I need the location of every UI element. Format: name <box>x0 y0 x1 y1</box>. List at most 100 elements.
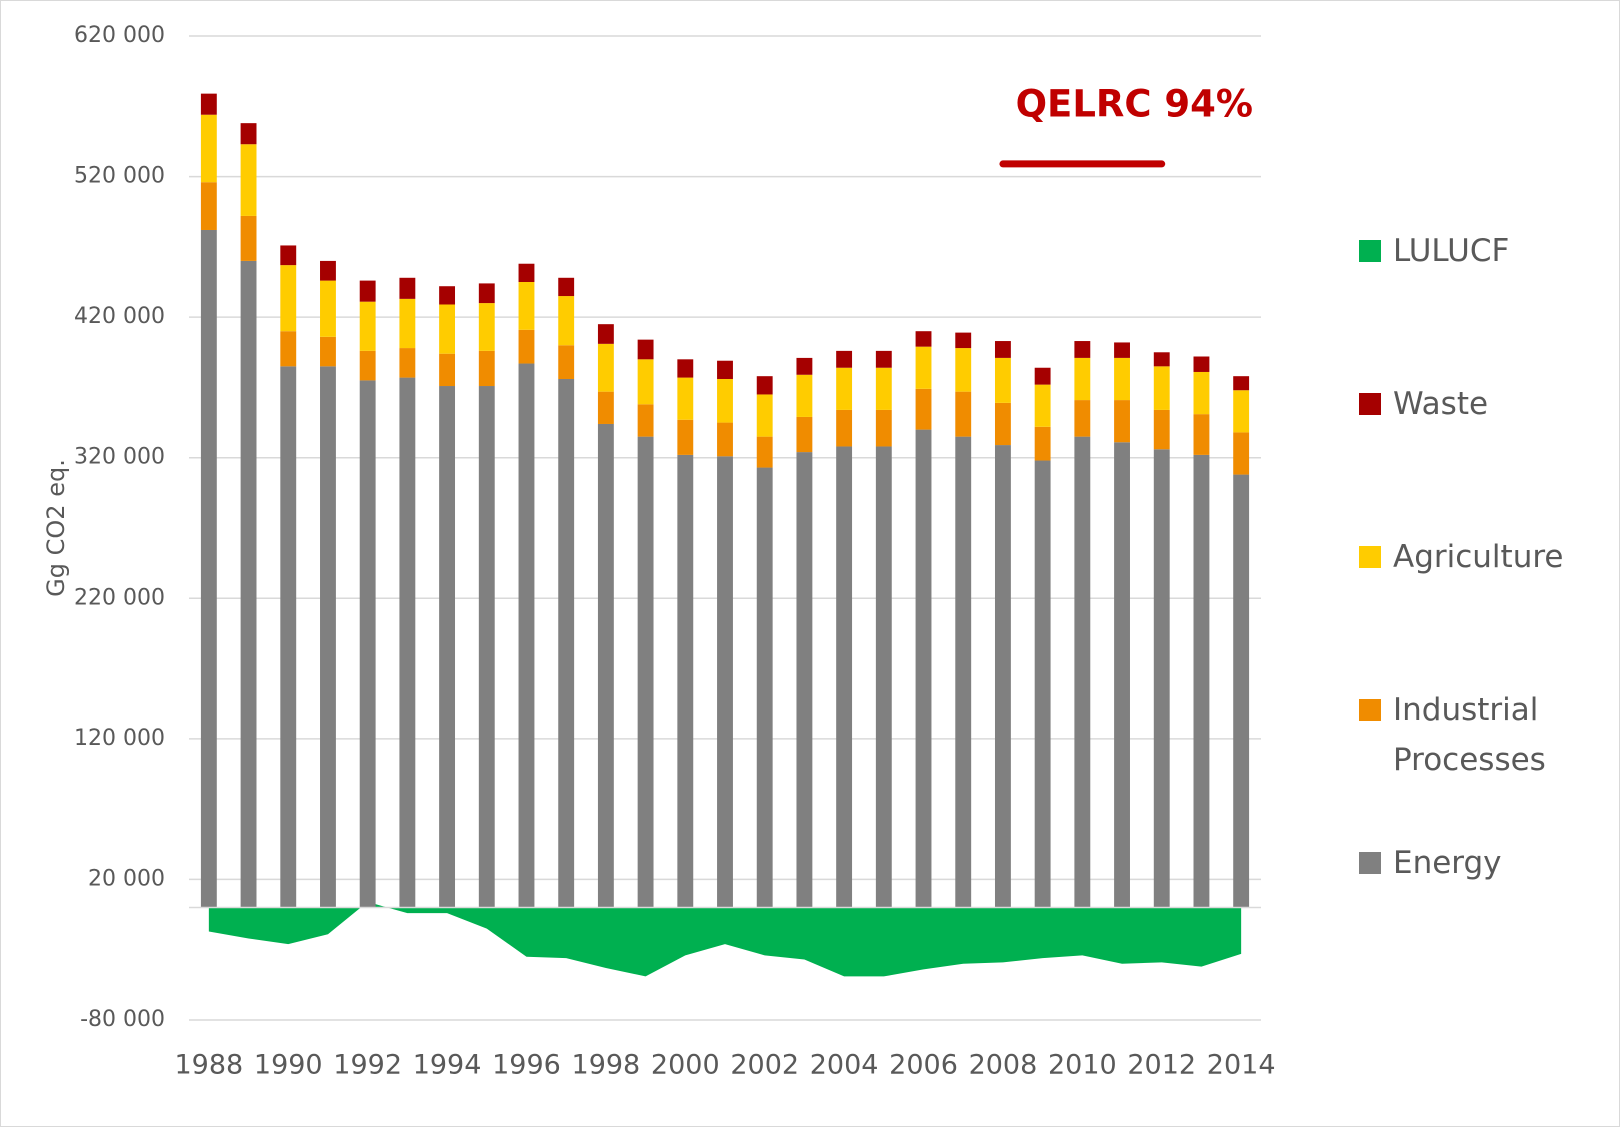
bar-segment <box>717 422 733 457</box>
bar-segment <box>1233 432 1250 475</box>
bar-segment <box>994 402 1011 446</box>
x-tick-label: 1996 <box>492 1050 561 1081</box>
bar-segment <box>1074 357 1091 401</box>
x-tick-label: 1994 <box>413 1050 482 1081</box>
bar-segment <box>478 350 495 387</box>
bar-segment <box>439 286 456 305</box>
bar-segment <box>518 263 535 282</box>
bar-segment <box>439 386 456 908</box>
bar-segment <box>677 359 694 378</box>
x-tick-label: 1998 <box>572 1050 641 1081</box>
x-tick-label: 2000 <box>651 1050 720 1081</box>
bar-segment <box>320 260 336 281</box>
bar-segment <box>359 380 376 908</box>
bar-segment <box>359 301 376 351</box>
x-tick-label: 2008 <box>969 1050 1038 1081</box>
legend-swatch <box>1359 852 1381 874</box>
bar-segment <box>836 350 853 368</box>
bar-segment <box>1153 449 1170 908</box>
x-tick-label: 1992 <box>333 1050 402 1081</box>
bar-segment <box>359 280 376 302</box>
bar-segment <box>597 343 614 392</box>
bar-segment <box>677 454 694 908</box>
bar-segment <box>240 123 257 145</box>
bar-segment <box>994 341 1011 358</box>
bar-segment <box>200 114 217 183</box>
bar-segment <box>280 245 297 266</box>
bar-segment <box>1233 474 1250 908</box>
bar-segment <box>1114 357 1130 401</box>
legend-label: Industrial Processes <box>1393 692 1546 778</box>
bar-segment <box>836 409 853 447</box>
legend-item: Waste <box>1359 379 1593 429</box>
bar-segment <box>518 363 535 908</box>
legend-label: Energy <box>1393 845 1502 881</box>
bar-segment <box>280 265 297 332</box>
bar-segment <box>200 93 217 115</box>
bar-segment <box>1114 442 1130 908</box>
bar-segment <box>518 282 535 330</box>
bar-segment <box>915 331 932 347</box>
y-tick-label: 620 000 <box>74 23 165 48</box>
annotation-text: QELRC 94% <box>1016 83 1253 126</box>
bar-segment <box>796 416 813 453</box>
bar-segment <box>240 215 257 261</box>
bar-segment <box>1193 356 1210 372</box>
y-tick-label: 320 000 <box>74 445 165 470</box>
bar-segment <box>717 360 733 379</box>
bar-segment <box>756 394 773 437</box>
bar-segment <box>558 277 575 297</box>
bar-segment <box>478 283 495 304</box>
bar-segment <box>994 357 1011 403</box>
bar-segment <box>597 324 614 344</box>
legend-label: LULUCF <box>1393 233 1510 269</box>
bar-segment <box>955 348 972 392</box>
bar-segment <box>1153 352 1170 367</box>
bar-segment <box>320 280 336 337</box>
bar-segment <box>836 367 853 410</box>
bar-segment <box>1114 342 1130 358</box>
bar-segment <box>756 376 773 395</box>
bar-segment <box>637 359 654 405</box>
bar-segment <box>1193 371 1210 415</box>
bar-segment <box>677 419 694 455</box>
y-tick-label: 20 000 <box>88 866 165 891</box>
x-tick-label: 2012 <box>1127 1050 1196 1081</box>
bar-segment <box>399 277 416 299</box>
bar-segment <box>200 182 217 230</box>
bar-segment <box>1034 367 1051 385</box>
bar-segment <box>637 436 654 908</box>
bar-segment <box>915 346 932 389</box>
bar-segment <box>1193 454 1210 908</box>
bar-segment <box>756 467 773 908</box>
area <box>208 901 1242 977</box>
bar-segment <box>756 436 773 468</box>
bar-segment <box>875 367 892 410</box>
bar-segment <box>597 423 614 908</box>
legend-item: Industrial Processes <box>1359 685 1593 785</box>
bar-segment <box>875 409 892 447</box>
bar-segment <box>1034 460 1051 908</box>
bar-segment <box>320 336 336 367</box>
x-tick-label: 2010 <box>1048 1050 1117 1081</box>
bar-segment <box>1153 366 1170 410</box>
bar-segment <box>478 386 495 908</box>
y-tick-label: -80 000 <box>80 1007 165 1032</box>
bar-segment <box>1233 390 1250 433</box>
bar-segment <box>875 350 892 368</box>
bar-segment <box>796 357 813 375</box>
bar-segment <box>677 377 694 420</box>
bar-segment <box>1114 400 1130 443</box>
bar-segment <box>320 366 336 908</box>
x-tick-label: 1990 <box>254 1050 323 1081</box>
bar-segment <box>518 329 535 364</box>
bar-segment <box>240 144 257 216</box>
x-tick-label: 2002 <box>730 1050 799 1081</box>
bar-segment <box>915 388 932 430</box>
bar-segment <box>915 429 932 908</box>
legend-swatch <box>1359 240 1381 262</box>
y-tick-label: 520 000 <box>74 164 165 189</box>
bar-segment <box>1193 414 1210 455</box>
bar-segment <box>717 456 733 908</box>
bar-segment <box>955 332 972 349</box>
